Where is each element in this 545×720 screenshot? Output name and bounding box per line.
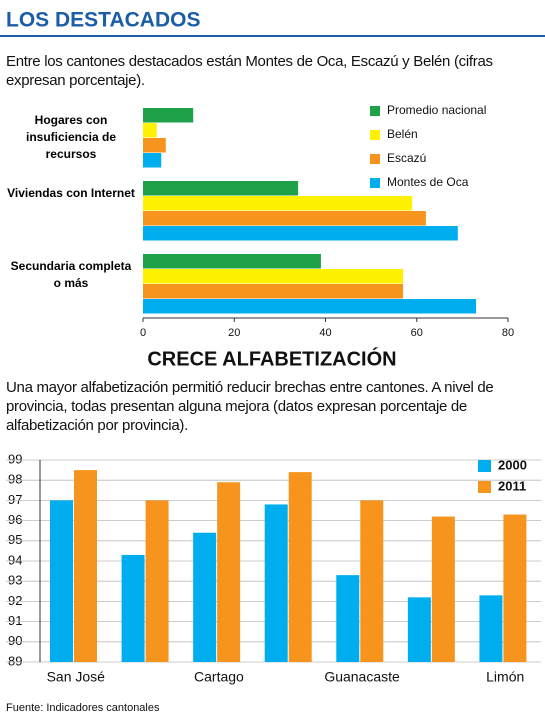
bar	[360, 500, 384, 662]
legend-swatch	[370, 106, 380, 116]
bar	[407, 597, 431, 662]
bar	[479, 595, 503, 662]
legend-label: 2011	[498, 478, 526, 493]
bar	[288, 472, 312, 662]
bar	[503, 514, 527, 662]
bar	[145, 500, 169, 662]
legend-label: Escazú	[387, 151, 426, 165]
y-tick-label: 93	[8, 573, 22, 588]
chart-subtitle: Una mayor alfabetización permitió reduci…	[6, 379, 494, 434]
bar	[143, 153, 162, 168]
x-tick-label: 80	[502, 327, 514, 339]
bar	[264, 504, 288, 662]
y-tick-label: 96	[8, 512, 22, 527]
subtitle: Entre los cantones destacados están Mont…	[6, 53, 493, 89]
y-tick-label: 98	[8, 472, 22, 487]
bar	[143, 299, 477, 314]
bar	[143, 123, 157, 138]
bar	[50, 500, 73, 662]
x-tick-label: San José	[47, 669, 106, 685]
x-tick-label: Guanacaste	[324, 669, 400, 685]
legend-label: Promedio nacional	[387, 103, 486, 117]
legend-swatch	[478, 460, 491, 472]
bar	[143, 181, 299, 196]
y-tick-label: 97	[8, 492, 22, 507]
legend-label: Belén	[387, 127, 418, 141]
bar	[431, 516, 455, 662]
bar	[143, 226, 458, 241]
legend-swatch	[370, 178, 380, 188]
x-tick-label: 0	[140, 327, 146, 339]
y-tick-label: 94	[8, 552, 22, 567]
y-tick-label: 99	[8, 451, 22, 466]
bar	[143, 284, 404, 299]
bar	[143, 254, 321, 269]
y-tick-label: 92	[8, 593, 22, 608]
bar	[193, 532, 217, 662]
legend-swatch	[370, 154, 380, 164]
category-label: Hogares con insuficiencia de recursos	[25, 113, 117, 161]
x-tick-label: 40	[319, 327, 331, 339]
y-tick-label: 95	[8, 532, 22, 547]
bar	[217, 482, 241, 662]
header-title: LOS DESTACADOS	[6, 9, 200, 32]
y-tick-label: 91	[8, 613, 22, 628]
legend-label: Montes de Oca	[387, 175, 469, 189]
legend-swatch	[478, 481, 491, 493]
bar	[143, 211, 426, 226]
source: Fuente: Indicadores cantonales	[6, 702, 160, 714]
x-tick-label: Cartago	[194, 669, 244, 685]
y-tick-label: 90	[8, 633, 22, 648]
bar	[121, 554, 145, 662]
category-label: Viviendas con Internet	[7, 186, 135, 200]
y-tick-label: 89	[8, 653, 22, 668]
bar	[336, 575, 360, 662]
chart-title: CRECE ALFABETIZACIÓN	[147, 346, 396, 370]
bar	[143, 269, 404, 284]
legend-swatch	[370, 130, 380, 140]
x-tick-label: 60	[411, 327, 423, 339]
bar	[143, 138, 166, 153]
legend-label: 2000	[498, 457, 527, 472]
category-label: Secundaria completa o más	[10, 259, 132, 290]
x-tick-label: 20	[228, 327, 240, 339]
bar	[74, 470, 97, 662]
bar	[143, 108, 194, 123]
x-tick-label: Limón	[486, 669, 524, 685]
bar	[143, 196, 413, 211]
